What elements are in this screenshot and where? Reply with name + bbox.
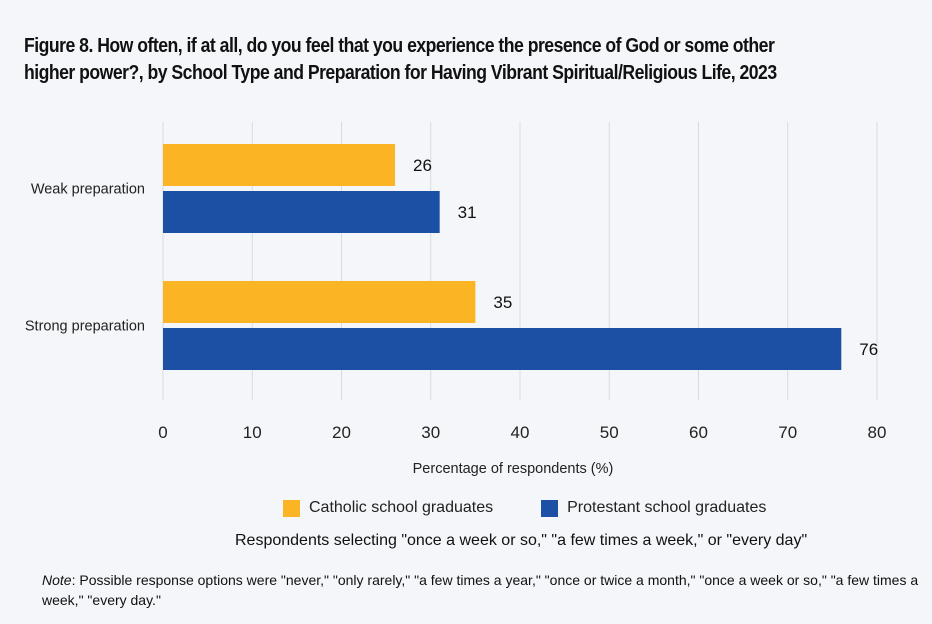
footnote-text: : Possible response options were "never,…	[42, 572, 919, 608]
footnote-label: Note	[42, 572, 72, 588]
data-label: 35	[493, 293, 512, 312]
bar	[163, 281, 476, 323]
x-tick-label: 60	[689, 423, 708, 442]
x-tick-labels: 0 10 20 30 40 50 60 70 80	[158, 423, 886, 442]
chart-title-line-2: higher power?, by School Type and Prepar…	[24, 61, 777, 84]
legend-label-catholic: Catholic school graduates	[309, 499, 494, 516]
legend-swatch-catholic	[283, 499, 300, 517]
data-label: 31	[458, 203, 477, 222]
category-label: Strong preparation	[25, 319, 145, 335]
legend-item-protestant: Protestant school graduates	[541, 499, 766, 517]
chart-title-line-1: Figure 8. How often, if at all, do you f…	[24, 34, 775, 57]
bar	[163, 328, 842, 370]
category-label: Weak preparation	[31, 182, 145, 198]
category-labels: Weak preparation Strong preparation	[25, 182, 145, 335]
x-tick-label: 50	[600, 423, 619, 442]
x-axis-label: Percentage of respondents (%)	[413, 461, 614, 477]
legend-swatch-protestant	[541, 499, 559, 517]
bar	[163, 191, 440, 233]
x-tick-label: 70	[778, 423, 797, 442]
respondents-subnote: Respondents selecting "once a week or so…	[235, 532, 808, 549]
legend-label-protestant: Protestant school graduates	[567, 499, 767, 516]
bar	[163, 144, 396, 186]
legend: Catholic school graduates Protestant sch…	[283, 497, 814, 519]
legend-item-catholic: Catholic school graduates	[283, 499, 493, 517]
data-label: 26	[413, 156, 432, 175]
value-labels: 26 31 35 76	[413, 156, 878, 359]
x-tick-label: 40	[511, 423, 530, 442]
x-tick-label: 10	[243, 423, 262, 442]
chart-title: Figure 8. How often, if at all, do you f…	[24, 32, 789, 86]
footnote: Note: Possible response options were "ne…	[42, 570, 922, 610]
x-tick-label: 80	[868, 423, 887, 442]
x-tick-label: 20	[332, 423, 351, 442]
data-label: 76	[859, 340, 878, 359]
bars	[163, 144, 842, 370]
x-tick-label: 0	[158, 423, 167, 442]
x-tick-label: 30	[421, 423, 440, 442]
